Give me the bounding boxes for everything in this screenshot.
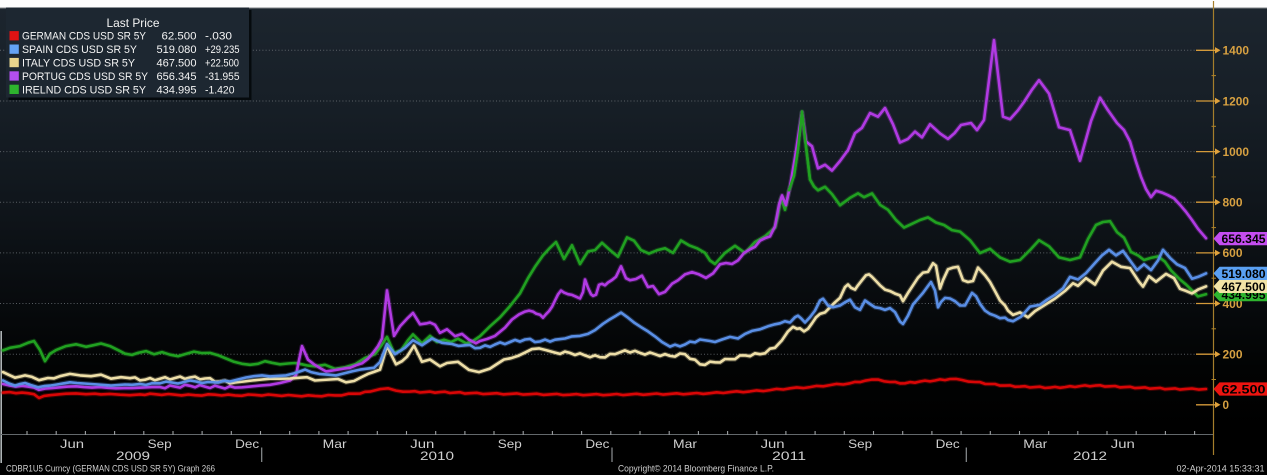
svg-text:467.500: 467.500 xyxy=(1222,280,1266,294)
svg-text:Dec: Dec xyxy=(585,437,609,451)
svg-text:-.030: -.030 xyxy=(205,31,232,43)
svg-text:Dec: Dec xyxy=(936,437,960,451)
svg-text:2009: 2009 xyxy=(116,449,150,463)
svg-text:Mar: Mar xyxy=(323,437,347,451)
svg-text:Jun: Jun xyxy=(761,437,785,451)
svg-text:GERMAN CDS USD SR 5Y: GERMAN CDS USD SR 5Y xyxy=(22,31,146,43)
svg-text:0: 0 xyxy=(1223,398,1230,412)
svg-text:1000: 1000 xyxy=(1223,145,1250,159)
svg-text:Jun: Jun xyxy=(60,437,84,451)
svg-text:434.995: 434.995 xyxy=(157,84,197,96)
svg-text:PORTUG CDS USD SR 5Y: PORTUG CDS USD SR 5Y xyxy=(22,71,148,83)
svg-text:1400: 1400 xyxy=(1223,44,1250,58)
svg-text:Jun: Jun xyxy=(410,437,434,451)
svg-text:IRELND CDS USD SR 5Y: IRELND CDS USD SR 5Y xyxy=(22,84,146,96)
svg-text:1200: 1200 xyxy=(1223,94,1250,108)
svg-text:-31.955: -31.955 xyxy=(205,71,240,83)
svg-text:656.345: 656.345 xyxy=(157,71,197,83)
svg-text:Last Price: Last Price xyxy=(107,17,160,30)
svg-text:2011: 2011 xyxy=(772,449,806,463)
svg-text:Mar: Mar xyxy=(1023,437,1047,451)
svg-text:Sep: Sep xyxy=(498,437,522,451)
svg-text:CDBR1U5 Curncy (GERMAN CDS USD: CDBR1U5 Curncy (GERMAN CDS USD SR 5Y) Gr… xyxy=(6,464,215,474)
svg-text:62.500: 62.500 xyxy=(162,31,197,43)
svg-text:Copyright© 2014 Bloomberg Fina: Copyright© 2014 Bloomberg Finance L.P. xyxy=(618,464,774,474)
svg-text:2012: 2012 xyxy=(1073,449,1107,463)
svg-text:467.500: 467.500 xyxy=(157,58,197,70)
svg-text:Sep: Sep xyxy=(148,437,172,451)
svg-text:02-Apr-2014 15:33:31: 02-Apr-2014 15:33:31 xyxy=(1177,464,1265,474)
svg-text:Mar: Mar xyxy=(673,437,697,451)
svg-text:+29.235: +29.235 xyxy=(205,44,240,56)
svg-text:2010: 2010 xyxy=(420,449,454,463)
svg-text:ITALY CDS USD SR 5Y: ITALY CDS USD SR 5Y xyxy=(22,58,135,70)
svg-text:519.080: 519.080 xyxy=(1222,267,1266,281)
svg-text:SPAIN CDS USD SR 5Y: SPAIN CDS USD SR 5Y xyxy=(22,44,137,56)
svg-text:+22.500: +22.500 xyxy=(205,58,239,70)
svg-text:656.345: 656.345 xyxy=(1222,232,1266,246)
svg-text:Jun: Jun xyxy=(1111,437,1135,451)
svg-text:Sep: Sep xyxy=(848,437,872,451)
svg-text:600: 600 xyxy=(1223,246,1243,260)
svg-text:519.080: 519.080 xyxy=(157,44,197,56)
svg-text:-1.420: -1.420 xyxy=(205,84,235,96)
svg-text:62.500: 62.500 xyxy=(1222,382,1266,396)
svg-text:200: 200 xyxy=(1223,348,1243,362)
svg-text:800: 800 xyxy=(1223,196,1243,210)
svg-text:Dec: Dec xyxy=(235,437,259,451)
